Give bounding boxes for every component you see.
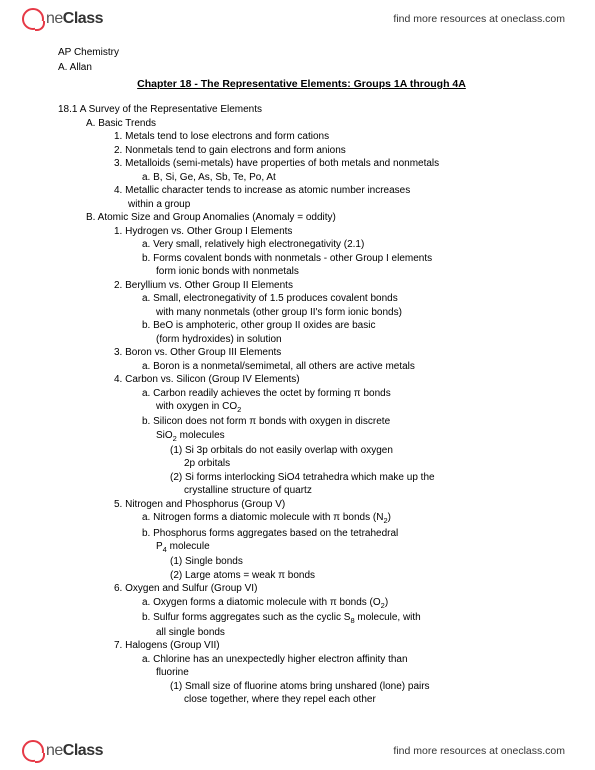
outline-item: 3. Metalloids (semi-metals) have propert… bbox=[114, 157, 545, 171]
outline-item: within a group bbox=[128, 198, 545, 212]
outline-item: P4 molecule bbox=[156, 540, 545, 555]
outline-item: 4. Carbon vs. Silicon (Group IV Elements… bbox=[114, 373, 545, 387]
outline-item: 2. Nonmetals tend to gain electrons and … bbox=[114, 144, 545, 158]
logo-icon bbox=[22, 8, 44, 30]
outline-item: (2) Large atoms = weak π bonds bbox=[170, 569, 545, 583]
outline-item: a. Boron is a nonmetal/semimetal, all ot… bbox=[142, 360, 545, 374]
page-footer: neClass find more resources at oneclass.… bbox=[0, 732, 595, 770]
outline-item: a. B, Si, Ge, As, Sb, Te, Po, At bbox=[142, 171, 545, 185]
outline-item: all single bonds bbox=[156, 626, 545, 640]
chapter-title: Chapter 18 - The Representative Elements… bbox=[58, 77, 545, 91]
outline-item: B. Atomic Size and Group Anomalies (Anom… bbox=[86, 211, 545, 225]
outline-item: form ionic bonds with nonmetals bbox=[156, 265, 545, 279]
course-name: AP Chemistry bbox=[58, 46, 545, 60]
document-body: AP Chemistry A. Allan Chapter 18 - The R… bbox=[58, 46, 545, 707]
logo-text: neClass bbox=[46, 8, 103, 30]
outline-item: b. Silicon does not form π bonds with ox… bbox=[142, 415, 545, 429]
outline-item: a. Very small, relatively high electrone… bbox=[142, 238, 545, 252]
outline-item: 1. Metals tend to lose electrons and for… bbox=[114, 130, 545, 144]
brand-logo: neClass bbox=[22, 8, 103, 30]
header-link[interactable]: find more resources at oneclass.com bbox=[393, 12, 565, 26]
outline-item: a. Oxygen forms a diatomic molecule with… bbox=[142, 596, 545, 611]
outline-item: fluorine bbox=[156, 666, 545, 680]
brand-logo: neClass bbox=[22, 740, 103, 762]
outline-item: (form hydroxides) in solution bbox=[156, 333, 545, 347]
outline-item: (1) Single bonds bbox=[170, 555, 545, 569]
outline-item: b. Forms covalent bonds with nonmetals -… bbox=[142, 252, 545, 266]
logo-icon bbox=[22, 740, 44, 762]
outline-item: crystalline structure of quartz bbox=[184, 484, 545, 498]
outline-item: (2) Si forms interlocking SiO4 tetrahedr… bbox=[170, 471, 545, 485]
logo-text: neClass bbox=[46, 740, 103, 762]
outline-item: a. Carbon readily achieves the octet by … bbox=[142, 387, 545, 401]
outline-item: 5. Nitrogen and Phosphorus (Group V) bbox=[114, 498, 545, 512]
outline-item: with many nonmetals (other group II's fo… bbox=[156, 306, 545, 320]
outline-item: close together, where they repel each ot… bbox=[184, 693, 545, 707]
outline-item: SiO2 molecules bbox=[156, 429, 545, 444]
outline-item: 2p orbitals bbox=[184, 457, 545, 471]
outline-item: 1. Hydrogen vs. Other Group I Elements bbox=[114, 225, 545, 239]
outline-item: with oxygen in CO2 bbox=[156, 400, 545, 415]
outline-item: a. Nitrogen forms a diatomic molecule wi… bbox=[142, 511, 545, 526]
section-heading: 18.1 A Survey of the Representative Elem… bbox=[58, 103, 545, 117]
outline-item: b. Sulfur forms aggregates such as the c… bbox=[142, 611, 545, 626]
outline-item: 7. Halogens (Group VII) bbox=[114, 639, 545, 653]
outline-item: 6. Oxygen and Sulfur (Group VI) bbox=[114, 582, 545, 596]
outline-item: a. Small, electronegativity of 1.5 produ… bbox=[142, 292, 545, 306]
author-name: A. Allan bbox=[58, 61, 545, 75]
outline-item: b. Phosphorus forms aggregates based on … bbox=[142, 527, 545, 541]
page-header: neClass find more resources at oneclass.… bbox=[0, 0, 595, 38]
outline-item: b. BeO is amphoteric, other group II oxi… bbox=[142, 319, 545, 333]
outline-item: (1) Si 3p orbitals do not easily overlap… bbox=[170, 444, 545, 458]
footer-link[interactable]: find more resources at oneclass.com bbox=[393, 744, 565, 758]
outline-item: a. Chlorine has an unexpectedly higher e… bbox=[142, 653, 545, 667]
outline-item: A. Basic Trends bbox=[86, 117, 545, 131]
outline-item: 2. Beryllium vs. Other Group II Elements bbox=[114, 279, 545, 293]
outline-item: 4. Metallic character tends to increase … bbox=[114, 184, 545, 198]
outline-item: 3. Boron vs. Other Group III Elements bbox=[114, 346, 545, 360]
outline-item: (1) Small size of fluorine atoms bring u… bbox=[170, 680, 545, 694]
